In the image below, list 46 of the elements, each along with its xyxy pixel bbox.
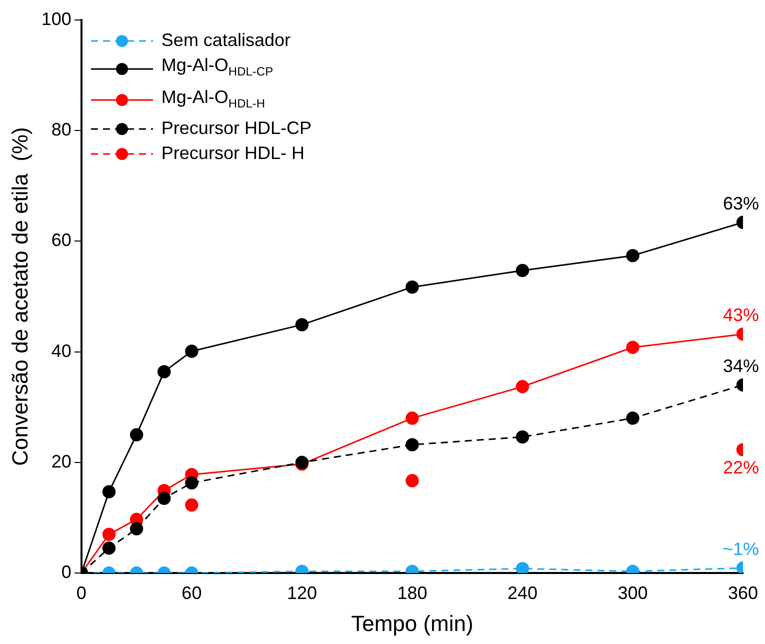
point xyxy=(102,528,116,541)
y-tick-label: 0 xyxy=(61,562,72,582)
x-tick-label: 240 xyxy=(507,582,538,603)
point xyxy=(406,438,419,452)
point xyxy=(516,430,530,444)
data-label: 22% xyxy=(722,458,759,478)
point xyxy=(185,344,198,358)
y-tick-label: 80 xyxy=(51,120,72,140)
legend-label: Mg-Al-O$_{HDL-CP}$ xyxy=(161,54,274,81)
x-tick-label: 120 xyxy=(286,582,317,603)
y-tick-label: 100 xyxy=(41,8,72,29)
point xyxy=(130,428,144,442)
point xyxy=(130,522,144,536)
point xyxy=(626,340,640,354)
y-tick-label: 40 xyxy=(51,340,72,361)
point xyxy=(185,476,198,490)
legend-label: Sem catalisador xyxy=(161,29,290,52)
legend-label: Mg-Al-O$_{HDL-H}$ xyxy=(161,86,266,112)
point xyxy=(102,542,116,555)
point xyxy=(406,280,419,294)
data-label: 63% xyxy=(722,193,759,214)
x-tick-label: 60 xyxy=(182,582,202,603)
point xyxy=(158,365,171,378)
data-label: 43% xyxy=(722,305,759,326)
point xyxy=(626,248,640,262)
point xyxy=(295,318,309,332)
data-label: ~1% xyxy=(722,538,759,559)
point xyxy=(626,412,640,425)
data-label: 34% xyxy=(722,356,759,376)
x-tick-label: 300 xyxy=(618,582,648,603)
x-tick-label: 360 xyxy=(728,582,758,603)
x-axis-title: Tempo (min) xyxy=(351,610,474,636)
point xyxy=(516,380,530,394)
point xyxy=(516,264,530,278)
legend-label: Precursor HDL-CP xyxy=(161,117,312,140)
y-axis-title: Conversão de acetato de etila (%) xyxy=(7,127,32,466)
point xyxy=(102,485,116,498)
point xyxy=(406,412,419,425)
point xyxy=(185,498,198,512)
point xyxy=(158,492,171,505)
y-tick-label: 20 xyxy=(51,451,72,472)
legend-label: Precursor HDL- H xyxy=(161,142,304,166)
point xyxy=(406,474,419,488)
y-tick-label: 60 xyxy=(51,230,72,250)
x-tick-label: 0 xyxy=(76,582,86,603)
x-tick-label: 180 xyxy=(397,582,428,603)
